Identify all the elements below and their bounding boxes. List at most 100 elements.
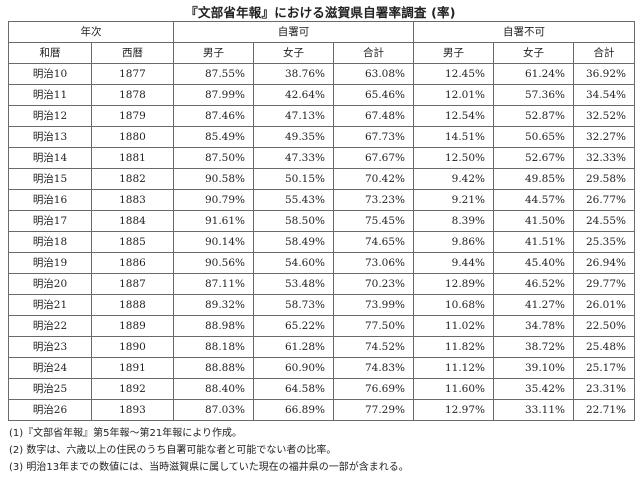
table-body: 明治10 1877 87.55% 38.76% 63.08% 12.45% 61.24% 36… xyxy=(8,63,636,421)
can-total-cell: 74.52% xyxy=(332,336,415,358)
year-cell: 1893 xyxy=(91,399,174,421)
year-cell: 1889 xyxy=(91,315,174,337)
cannot-male-cell: 9.21% xyxy=(413,189,495,211)
era-cell: 明治23 xyxy=(8,336,92,358)
cannot-male-cell: 11.82% xyxy=(413,336,495,358)
can-total-cell: 73.06% xyxy=(332,252,415,274)
cannot-female-cell: 50.65% xyxy=(493,126,575,148)
table-row: 明治26 1893 87.03% 66.89% 77.29% 12.97% 33.11% 22… xyxy=(8,399,636,421)
era-cell: 明治25 xyxy=(8,378,92,400)
header-group-can: 自署可 xyxy=(172,21,415,43)
can-male-cell: 88.98% xyxy=(173,315,254,337)
cannot-male-cell: 12.54% xyxy=(413,105,495,127)
can-male-cell: 87.55% xyxy=(173,63,254,85)
year-cell: 1884 xyxy=(91,210,174,232)
can-female-cell: 61.28% xyxy=(253,336,334,358)
table-row: 明治14 1881 87.50% 47.33% 67.67% 12.50% 52.67% 32… xyxy=(8,147,636,169)
can-female-cell: 66.89% xyxy=(253,399,334,421)
year-cell: 1883 xyxy=(91,189,174,211)
header-can-male: 男子 xyxy=(173,42,254,64)
can-male-cell: 85.49% xyxy=(173,126,254,148)
era-cell: 明治15 xyxy=(8,168,92,190)
cannot-total-cell: 24.55% xyxy=(573,210,636,232)
era-cell: 明治10 xyxy=(8,63,92,85)
can-total-cell: 67.48% xyxy=(332,105,415,127)
can-male-cell: 88.40% xyxy=(173,378,254,400)
can-total-cell: 70.42% xyxy=(332,168,415,190)
table-row: 明治13 1880 85.49% 49.35% 67.73% 14.51% 50.65% 32… xyxy=(8,126,636,148)
header-seireki: 西暦 xyxy=(91,42,174,64)
header-wareki: 和暦 xyxy=(8,42,92,64)
year-cell: 1885 xyxy=(91,231,174,253)
can-male-cell: 88.18% xyxy=(173,336,254,358)
header-nenji: 年次 xyxy=(8,21,174,43)
era-cell: 明治13 xyxy=(8,126,92,148)
table-row: 明治23 1890 88.18% 61.28% 74.52% 11.82% 38.72% 25… xyxy=(8,336,636,358)
cannot-total-cell: 29.77% xyxy=(573,273,636,295)
can-female-cell: 55.43% xyxy=(253,189,334,211)
header-row-2: 和暦 西暦 男子 女子 合計 男子 女子 合計 xyxy=(8,42,636,64)
can-male-cell: 87.50% xyxy=(173,147,254,169)
can-male-cell: 91.61% xyxy=(173,210,254,232)
can-total-cell: 65.46% xyxy=(332,84,415,106)
cannot-female-cell: 35.42% xyxy=(493,378,575,400)
cannot-male-cell: 12.89% xyxy=(413,273,495,295)
can-female-cell: 58.73% xyxy=(253,294,334,316)
era-cell: 明治22 xyxy=(8,315,92,337)
era-cell: 明治12 xyxy=(8,105,92,127)
header-group-cannot: 自署不可 xyxy=(413,21,636,43)
cannot-female-cell: 33.11% xyxy=(493,399,575,421)
can-total-cell: 77.29% xyxy=(332,399,415,421)
cannot-female-cell: 61.24% xyxy=(493,63,575,85)
table-row: 明治22 1889 88.98% 65.22% 77.50% 11.02% 34.78% 22… xyxy=(8,315,636,337)
literacy-table: 年次 自署可 自署不可 和暦 西暦 男子 女子 合計 男子 女子 合計 明治10… xyxy=(8,21,636,421)
cannot-female-cell: 38.72% xyxy=(493,336,575,358)
can-female-cell: 49.35% xyxy=(253,126,334,148)
cannot-female-cell: 41.27% xyxy=(493,294,575,316)
can-female-cell: 47.13% xyxy=(253,105,334,127)
header-cannot-male: 男子 xyxy=(413,42,495,64)
can-female-cell: 58.49% xyxy=(253,231,334,253)
can-male-cell: 87.03% xyxy=(173,399,254,421)
era-cell: 明治18 xyxy=(8,231,92,253)
can-female-cell: 38.76% xyxy=(253,63,334,85)
cannot-total-cell: 25.48% xyxy=(573,336,636,358)
year-cell: 1882 xyxy=(91,168,174,190)
can-female-cell: 47.33% xyxy=(253,147,334,169)
can-female-cell: 50.15% xyxy=(253,168,334,190)
era-cell: 明治16 xyxy=(8,189,92,211)
cannot-total-cell: 26.94% xyxy=(573,252,636,274)
year-cell: 1887 xyxy=(91,273,174,295)
can-female-cell: 65.22% xyxy=(253,315,334,337)
can-male-cell: 87.11% xyxy=(173,273,254,295)
year-cell: 1879 xyxy=(91,105,174,127)
table-row: 明治12 1879 87.46% 47.13% 67.48% 12.54% 52.87% 32… xyxy=(8,105,636,127)
can-male-cell: 88.88% xyxy=(173,357,254,379)
cannot-total-cell: 25.35% xyxy=(573,231,636,253)
header-cannot-total: 合計 xyxy=(573,42,636,64)
footnotes: (1)『文部省年報』第5年報～第21年報により作成。 (2) 数字は、六歳以上の… xyxy=(9,425,634,476)
cannot-total-cell: 22.50% xyxy=(573,315,636,337)
cannot-male-cell: 12.01% xyxy=(413,84,495,106)
cannot-total-cell: 34.54% xyxy=(573,84,636,106)
cannot-male-cell: 14.51% xyxy=(413,126,495,148)
year-cell: 1888 xyxy=(91,294,174,316)
footnote-3: (3) 明治13年までの数値には、当時滋賀県に属していた現在の福井県の一部が含ま… xyxy=(9,462,409,473)
cannot-female-cell: 41.51% xyxy=(493,231,575,253)
era-cell: 明治19 xyxy=(8,252,92,274)
table-row: 明治10 1877 87.55% 38.76% 63.08% 12.45% 61.24% 36… xyxy=(8,63,636,85)
can-male-cell: 90.14% xyxy=(173,231,254,253)
can-total-cell: 73.99% xyxy=(332,294,415,316)
header-cannot-female: 女子 xyxy=(493,42,575,64)
can-male-cell: 90.56% xyxy=(173,252,254,274)
header-can-female: 女子 xyxy=(253,42,334,64)
cannot-female-cell: 45.40% xyxy=(493,252,575,274)
cannot-male-cell: 12.45% xyxy=(413,63,495,85)
can-total-cell: 74.65% xyxy=(332,231,415,253)
table-row: 明治18 1885 90.14% 58.49% 74.65% 9.86% 41.51% 25.… xyxy=(8,231,636,253)
can-female-cell: 64.58% xyxy=(253,378,334,400)
cannot-female-cell: 52.87% xyxy=(493,105,575,127)
cannot-total-cell: 32.52% xyxy=(573,105,636,127)
year-cell: 1891 xyxy=(91,357,174,379)
cannot-female-cell: 46.52% xyxy=(493,273,575,295)
